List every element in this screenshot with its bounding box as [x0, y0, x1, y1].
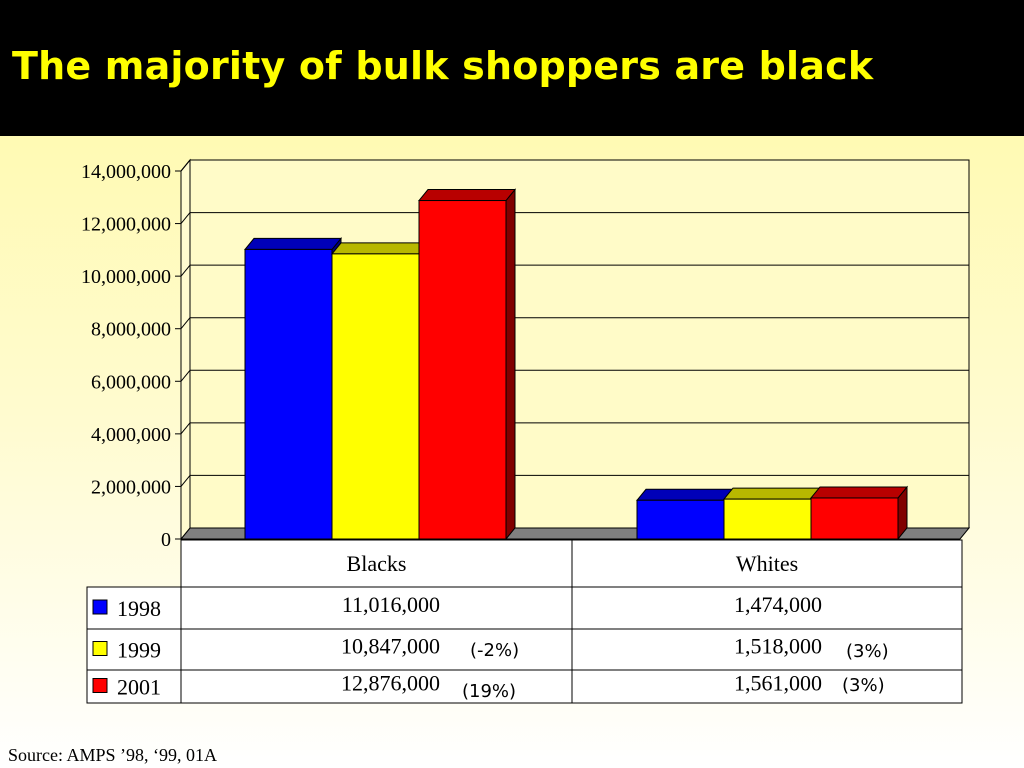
- y-tick-label: 2,000,000: [91, 476, 171, 498]
- bar-top: [417, 189, 517, 202]
- bar-top: [809, 486, 909, 499]
- title-bar: The majority of bulk shoppers are black: [0, 0, 1024, 136]
- value-blacks-1998: 11,016,000: [342, 592, 440, 617]
- y-tick-label: 6,000,000: [91, 371, 171, 393]
- bar-blacks-2001: [417, 188, 517, 541]
- gridline-side: [180, 422, 191, 435]
- value-whites-1999: 1,518,000: [734, 634, 822, 659]
- value-blacks-1999: 10,847,000: [341, 634, 440, 659]
- bar-front: [244, 248, 333, 540]
- change-blacks-2001: (19%): [462, 681, 516, 702]
- y-tick-label: 0: [161, 529, 171, 551]
- y-tick-label: 4,000,000: [91, 424, 171, 446]
- legend-swatch-1998: [92, 599, 108, 615]
- bar-front: [636, 499, 725, 540]
- legend-label-1998: 1998: [117, 596, 161, 621]
- change-whites-2001: (3%): [842, 675, 885, 696]
- legend-swatch-2001: [92, 678, 108, 693]
- gridline-side: [180, 475, 191, 487]
- bar-front: [331, 253, 420, 540]
- value-whites-2001: 1,561,000: [734, 671, 822, 696]
- gridline-side: [180, 317, 191, 330]
- bar-top: [330, 242, 430, 255]
- bar-front: [810, 497, 899, 540]
- y-tick-label: 14,000,000: [81, 161, 171, 183]
- slide-title: The majority of bulk shoppers are black: [12, 44, 874, 88]
- gridline-side: [180, 369, 191, 382]
- value-whites-1998: 1,474,000: [734, 592, 822, 617]
- value-blacks-2001: 12,876,000: [341, 671, 440, 696]
- source-note: Source: AMPS ’98, ‘99, 01A: [8, 745, 218, 765]
- legend-label-2001: 2001: [117, 675, 161, 700]
- legend-swatch-1999: [92, 641, 108, 656]
- bars: [243, 188, 909, 541]
- bar-top: [243, 237, 343, 250]
- y-tick-label: 10,000,000: [81, 266, 171, 288]
- bar-top: [722, 487, 822, 500]
- bar-top: [635, 488, 735, 501]
- bar-whites-2001: [809, 485, 909, 541]
- category-label-whites: Whites: [736, 551, 798, 576]
- y-tick-label: 12,000,000: [81, 214, 171, 236]
- y-axis: 0 2,000,000 4,000,000 6,000,000 8,000,000 10,…: [81, 161, 182, 551]
- bar-blacks-1999: [330, 241, 430, 541]
- bar-whites-1998: [635, 487, 735, 541]
- bar-blacks-1998: [243, 237, 343, 541]
- legend-label-1999: 1999: [117, 638, 161, 663]
- change-whites-1999: (3%): [846, 641, 889, 662]
- bar-front: [723, 498, 812, 540]
- category-label-blacks: Blacks: [347, 551, 407, 576]
- gridline-side: [180, 159, 191, 172]
- table-body: [86, 586, 963, 704]
- gridline-side: [180, 264, 191, 277]
- bar-side: [505, 188, 516, 541]
- y-tick-label: 8,000,000: [91, 319, 171, 341]
- plot-side-wall: [180, 158, 191, 541]
- data-table: Blacks Whites 1998 11,016,000 1,474,000 1999 1…: [86, 539, 963, 704]
- bar-front: [418, 200, 507, 540]
- bar-whites-1999: [722, 486, 822, 541]
- change-blacks-1999: (-2%): [470, 640, 519, 661]
- gridline-side: [180, 212, 191, 224]
